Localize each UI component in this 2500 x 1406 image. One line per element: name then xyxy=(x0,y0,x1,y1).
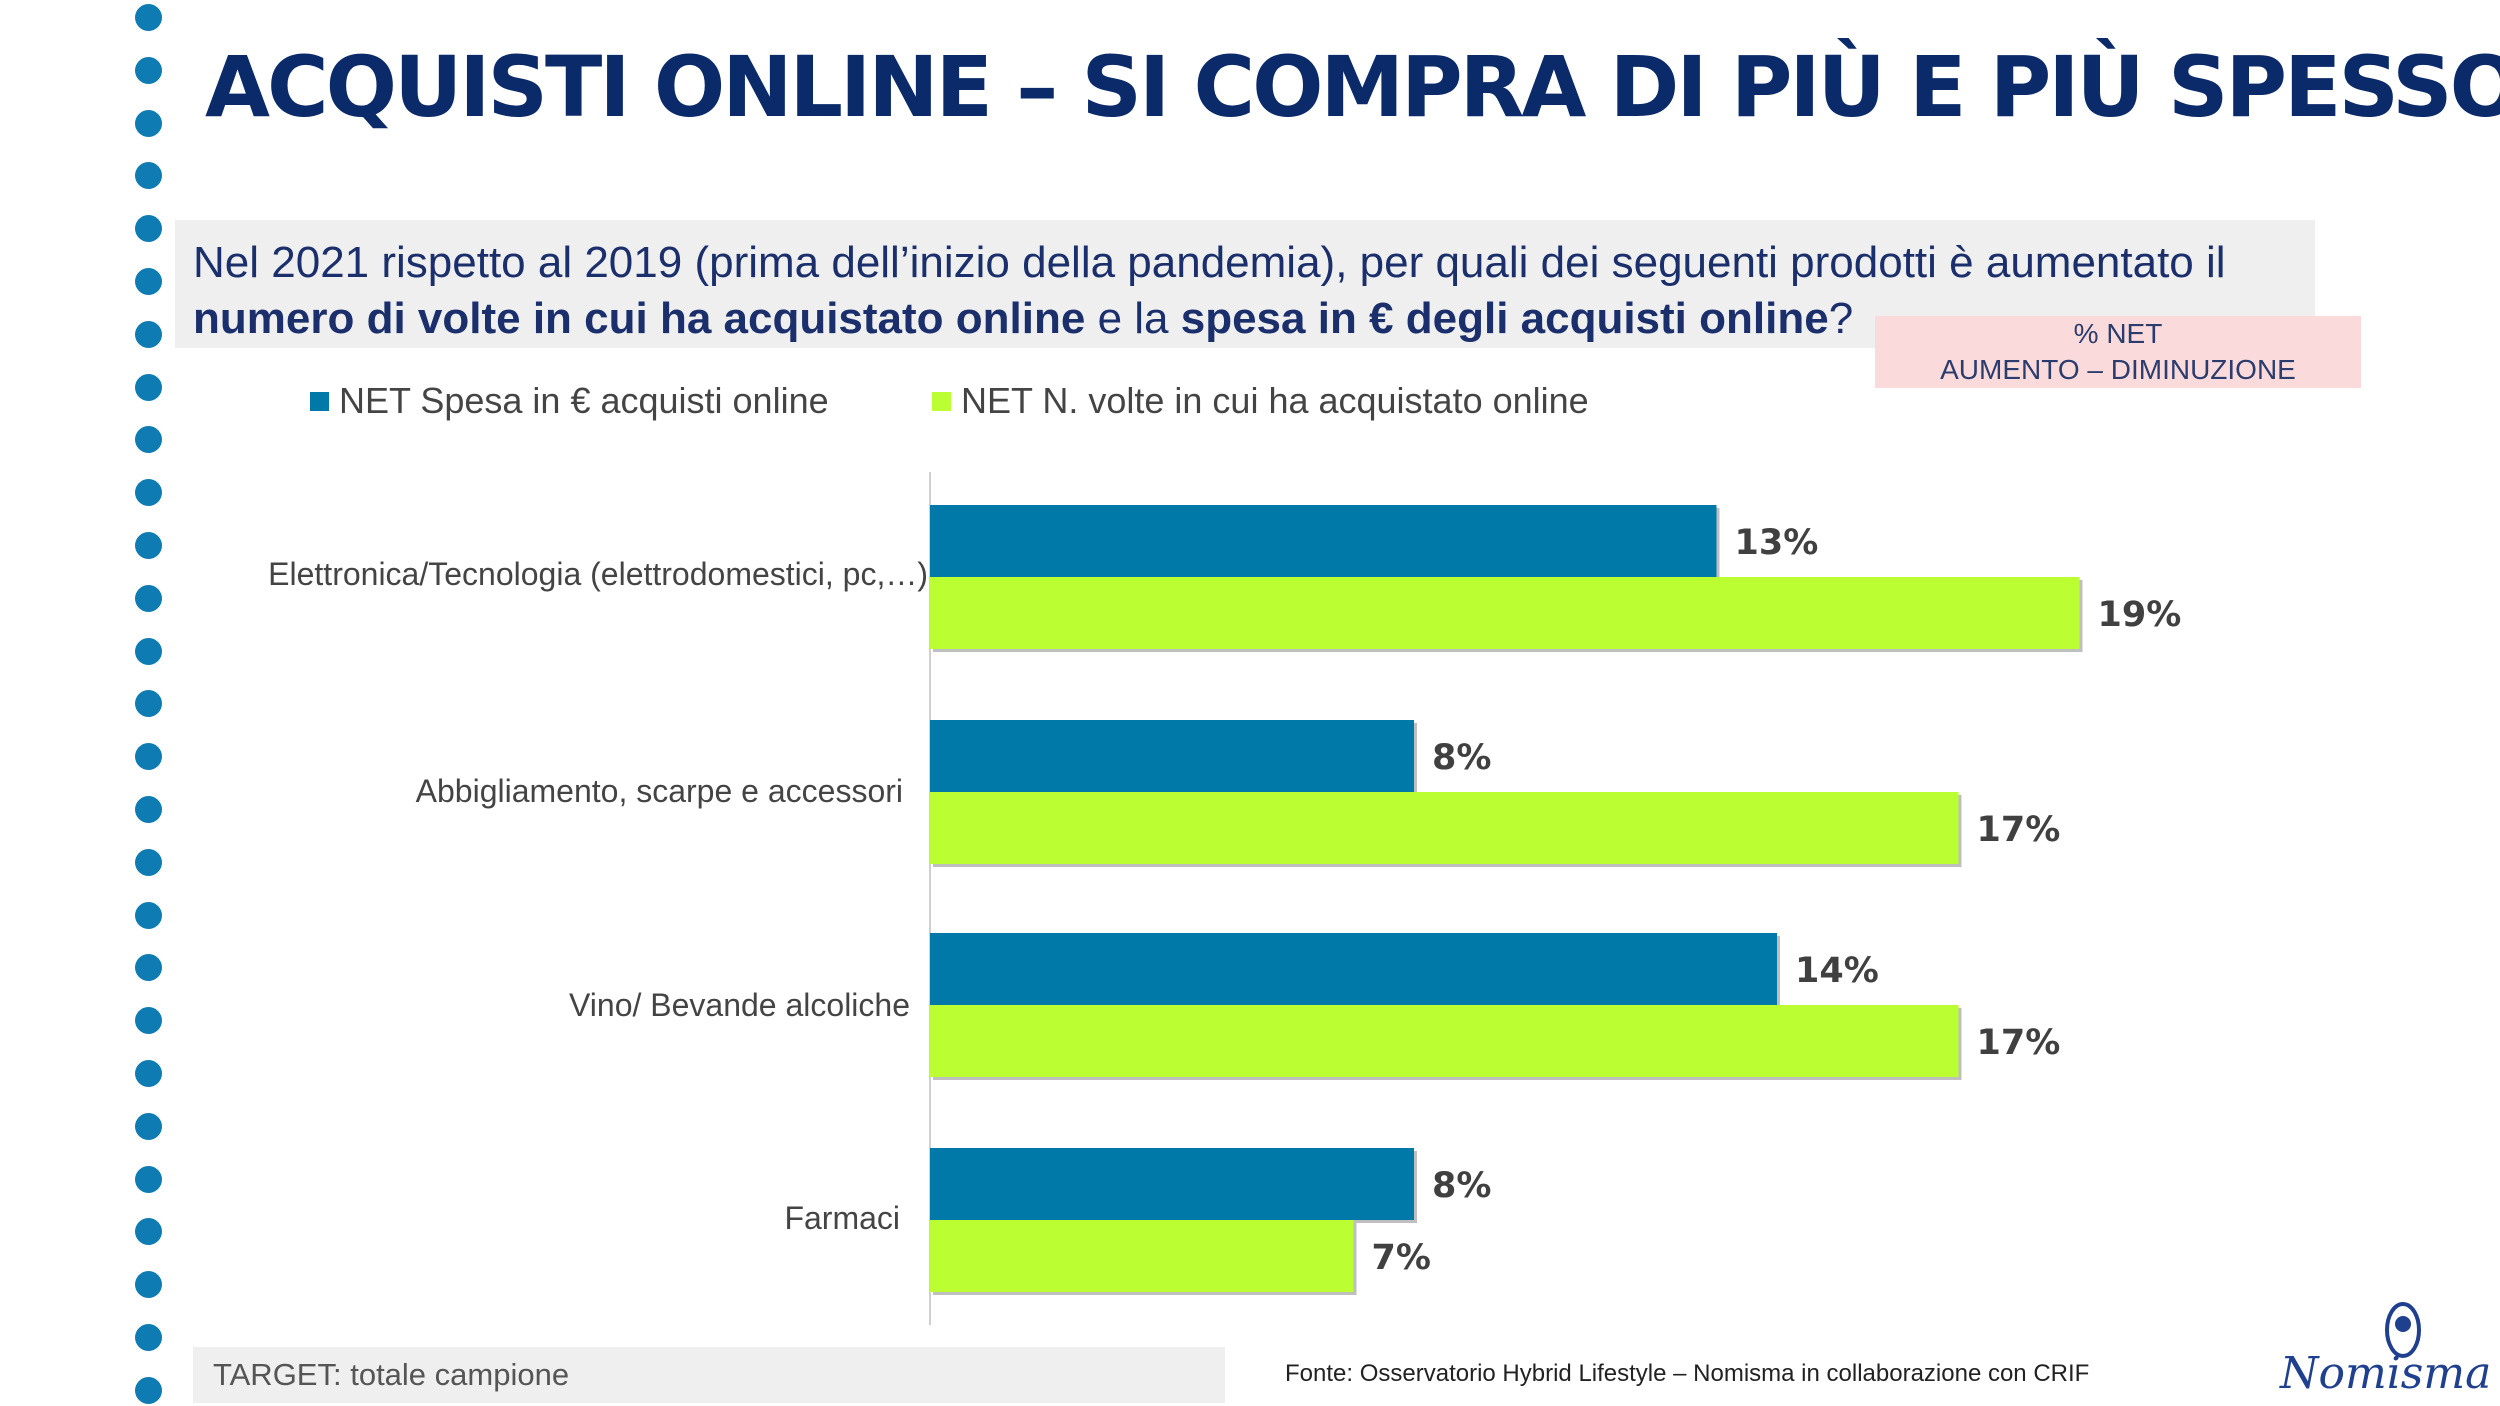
decorative-dot xyxy=(135,637,162,665)
bar-spesa-2 xyxy=(930,933,1777,1005)
data-label-volte-3: 7% xyxy=(1372,1238,1431,1278)
nomisma-logo: Nomisma xyxy=(2270,1290,2491,1400)
decorative-dot xyxy=(135,479,162,507)
data-label-spesa-3: 8% xyxy=(1432,1166,1491,1206)
decorative-dot xyxy=(135,56,162,84)
legend-item-volte: NET N. volte in cui ha acquistato online xyxy=(932,380,1589,422)
bar-spesa-1 xyxy=(930,720,1414,792)
decorative-dot xyxy=(135,584,162,612)
decorative-dot xyxy=(135,109,162,137)
source-note: Fonte: Osservatorio Hybrid Lifestyle – N… xyxy=(1285,1360,2090,1387)
decorative-dot xyxy=(135,1007,162,1035)
legend-swatch-spesa xyxy=(310,392,329,411)
decorative-dot xyxy=(135,1165,162,1193)
decorative-dot xyxy=(135,901,162,929)
data-label-spesa-2: 14% xyxy=(1795,951,1879,991)
bar-volte-1 xyxy=(930,792,1959,864)
logo-emblem-icon xyxy=(2385,1302,2421,1358)
legend-item-spesa: NET Spesa in € acquisti online xyxy=(310,380,829,422)
data-label-spesa-0: 13% xyxy=(1735,523,1819,563)
decorative-dot xyxy=(135,1271,162,1299)
bar-spesa-3 xyxy=(930,1148,1414,1220)
question-bold-spesa: spesa in € degli acquisti online xyxy=(1180,294,1829,343)
decorative-dot xyxy=(135,848,162,876)
net-note-line-1: % NET xyxy=(2073,318,2163,349)
decorative-dot xyxy=(135,1218,162,1246)
legend-swatch-volte xyxy=(932,392,951,411)
bar-volte-0 xyxy=(930,577,2080,649)
decorative-dot xyxy=(135,1376,162,1404)
data-label-volte-0: 19% xyxy=(2098,595,2182,635)
question-bold-volte: numero di volte in cui ha acquistato onl… xyxy=(193,294,1086,343)
decorative-dot xyxy=(135,1324,162,1351)
category-label-vino: Vino/ Bevande alcoliche xyxy=(569,987,910,1023)
decorative-dot xyxy=(135,320,162,348)
decorative-dot xyxy=(135,426,162,454)
question-mid: e la xyxy=(1085,294,1181,343)
category-label-elettronica: Elettronica/Tecnologia (elettrodomestici… xyxy=(268,556,928,592)
logo-wordmark: Nomisma xyxy=(2280,1348,2492,1399)
category-label-farmaci: Farmaci xyxy=(784,1200,900,1236)
decorative-dot xyxy=(135,954,162,982)
decorative-dot xyxy=(135,162,162,190)
question-end: ? xyxy=(1828,294,1854,343)
category-label-abbigliamento: Abbigliamento, scarpe e accessori xyxy=(415,773,903,809)
decorative-dot xyxy=(135,1112,162,1140)
decorative-dot xyxy=(135,796,162,823)
bar-volte-3 xyxy=(930,1220,1354,1292)
question-line-1: Nel 2021 rispetto al 2019 (prima dell’in… xyxy=(193,238,2226,287)
decorative-dot xyxy=(135,373,162,401)
data-label-volte-1: 17% xyxy=(1977,810,2061,850)
decorative-dots xyxy=(135,4,163,1404)
decorative-dot xyxy=(135,268,162,295)
bar-volte-2 xyxy=(930,1005,1959,1077)
decorative-dot xyxy=(135,215,162,243)
bar-chart: 13% 8% 14% 8% 19% 17% 17% 7% xyxy=(929,472,2182,1325)
net-note-line-2: AUMENTO – DIMINUZIONE xyxy=(1940,354,2296,385)
legend-label-volte: NET N. volte in cui ha acquistato online xyxy=(961,380,1589,421)
decorative-dot xyxy=(135,743,162,771)
decorative-dot xyxy=(135,690,162,718)
data-label-spesa-1: 8% xyxy=(1432,738,1491,778)
page-title: ACQUISTI ONLINE – SI COMPRA DI PIÙ E PIÙ… xyxy=(205,38,2500,136)
bar-spesa-0 xyxy=(930,505,1717,577)
decorative-dot xyxy=(135,532,162,559)
decorative-dot xyxy=(135,4,162,31)
net-note-box: % NET AUMENTO – DIMINUZIONE xyxy=(1875,316,2361,388)
target-note: TARGET: totale campione xyxy=(193,1347,1225,1403)
question-line-2: numero di volte in cui ha acquistato onl… xyxy=(193,294,1853,344)
legend-label-spesa: NET Spesa in € acquisti online xyxy=(339,380,829,421)
data-label-volte-2: 17% xyxy=(1977,1023,2061,1063)
decorative-dot xyxy=(135,1060,162,1087)
